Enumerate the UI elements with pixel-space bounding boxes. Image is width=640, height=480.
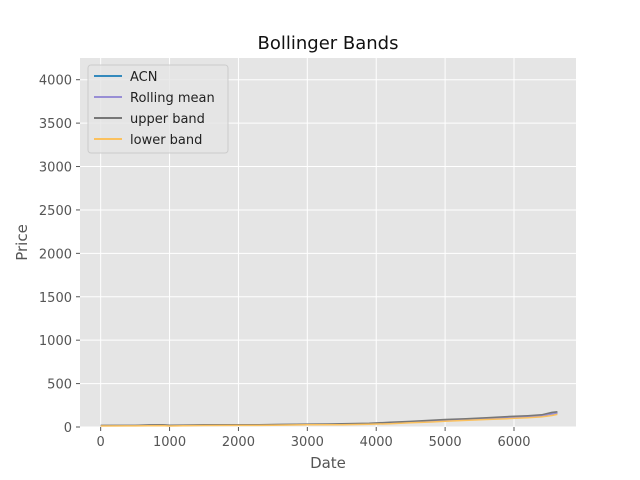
y-tick-label: 0 [64, 421, 72, 436]
x-axis-ticks: 0 1000 2000 3000 4000 5000 6000 [97, 427, 531, 450]
y-tick-label: 2000 [39, 247, 72, 262]
y-tick-label: 1000 [39, 334, 72, 349]
x-tick-label: 5000 [429, 435, 462, 450]
series-line-lower-band [100, 413, 558, 427]
y-tick-label: 500 [47, 378, 72, 393]
y-tick-label: 4000 [39, 74, 72, 89]
y-axis-ticks: 0 500 1000 1500 2000 2500 3000 3500 4000 [39, 74, 80, 436]
y-tick-label: 1500 [39, 291, 72, 306]
legend-label-acn: ACN [130, 70, 157, 85]
legend-label-upper-band: upper band [130, 112, 205, 127]
x-tick-label: 4000 [360, 435, 393, 450]
chart-title: Bollinger Bands [258, 33, 399, 54]
series-lines [100, 411, 558, 427]
x-tick-label: 3000 [291, 435, 324, 450]
x-axis-title: Date [310, 454, 346, 472]
legend: ACN Rolling mean upper band lower band [87, 64, 229, 154]
y-tick-label: 2500 [39, 204, 72, 219]
grid-lines [80, 58, 576, 428]
legend-box [87, 64, 229, 154]
y-axis-title: Price [13, 224, 31, 261]
x-tick-label: 1000 [153, 435, 186, 450]
y-tick-label: 3500 [39, 117, 72, 132]
x-tick-label: 0 [97, 435, 105, 450]
y-tick-label: 3000 [39, 161, 72, 176]
x-tick-label: 2000 [222, 435, 255, 450]
x-tick-label: 6000 [497, 435, 530, 450]
legend-label-rolling-mean: Rolling mean [130, 91, 215, 106]
legend-label-lower-band: lower band [130, 133, 202, 148]
